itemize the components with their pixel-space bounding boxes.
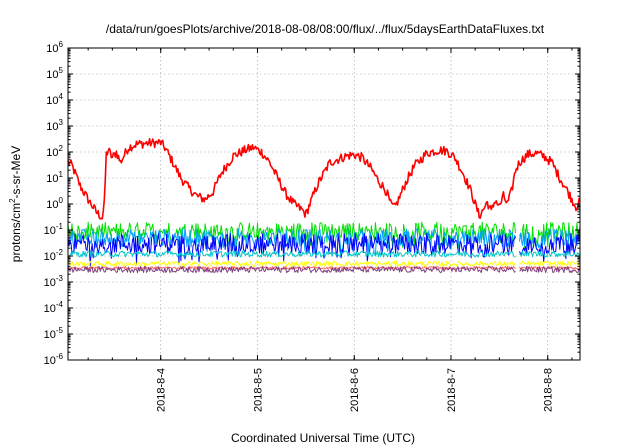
series-line-7	[67, 266, 516, 274]
y-tick-base: 10	[44, 277, 56, 289]
data-series	[67, 138, 581, 274]
y-tick-label: 105	[46, 66, 63, 81]
series-line-4	[67, 250, 516, 258]
chart-title: /data/run/goesPlots/archive/2018-08-08/0…	[106, 22, 545, 36]
y-tick-label: 10-4	[44, 300, 64, 315]
y-tick-base: 10	[44, 329, 56, 341]
series-line-5	[519, 260, 581, 267]
y-axis-label-prefix: protons/cm	[9, 203, 23, 262]
x-axis-ticks: 2018-8-4 2018-8-5 2018-8-6 2018-8-7 2018-8-8	[87, 48, 573, 412]
x-axis-label: Coordinated Universal Time (UTC)	[231, 431, 415, 445]
y-tick-label: 10-1	[44, 222, 64, 237]
y-tick-label: 104	[46, 92, 63, 107]
series-line-4	[519, 250, 581, 258]
y-tick-base: 10	[46, 173, 58, 185]
y-tick-exponent: -6	[56, 352, 64, 361]
y-tick-base: 10	[44, 251, 56, 263]
y-tick-base: 10	[46, 69, 58, 81]
y-tick-label: 101	[46, 170, 63, 185]
y-tick-label: 10-3	[44, 274, 64, 289]
y-axis-label-sup: 2	[8, 198, 17, 203]
y-tick-label: 102	[46, 144, 63, 159]
y-tick-base: 10	[44, 303, 56, 315]
x-tick-label: 2018-8-7	[446, 368, 458, 412]
y-tick-exponent: -3	[56, 274, 64, 283]
series-line-1	[67, 221, 516, 251]
y-tick-label: 10-6	[44, 352, 64, 367]
y-tick-base: 10	[44, 355, 56, 367]
series-line-0	[67, 138, 581, 220]
x-tick-label: 2018-8-5	[252, 368, 264, 412]
y-axis-ticks: 10-610-510-410-310-210-11001011021031041…	[44, 40, 580, 367]
y-tick-base: 10	[46, 199, 58, 211]
y-tick-label: 106	[46, 40, 63, 55]
y-tick-base: 10	[46, 147, 58, 159]
y-tick-base: 10	[46, 121, 58, 133]
y-tick-base: 10	[44, 225, 56, 237]
x-tick-label: 2018-8-6	[349, 368, 361, 412]
grid-lines	[68, 48, 580, 360]
y-tick-exponent: 4	[59, 92, 64, 101]
x-tick-label: 2018-8-8	[543, 368, 555, 412]
x-tick-label: 2018-8-4	[156, 368, 168, 412]
series-line-7	[519, 266, 581, 274]
y-tick-exponent: 6	[59, 40, 64, 49]
series-line-3	[67, 232, 516, 267]
y-tick-label: 103	[46, 118, 63, 133]
y-tick-label: 10-2	[44, 248, 64, 263]
y-axis-label-suffix: -s-sr-MeV	[9, 146, 23, 199]
y-tick-label: 10-5	[44, 326, 64, 341]
y-tick-exponent: 5	[59, 66, 64, 75]
y-tick-exponent: -1	[56, 222, 64, 231]
y-tick-base: 10	[46, 43, 58, 55]
y-axis-label: protons/cm2-s-sr-MeV	[8, 146, 23, 262]
y-tick-exponent: 0	[59, 196, 64, 205]
series-line-6	[67, 266, 516, 270]
y-tick-exponent: -2	[56, 248, 64, 257]
y-tick-exponent: 3	[59, 118, 64, 127]
y-tick-label: 100	[46, 196, 63, 211]
y-tick-base: 10	[46, 95, 58, 107]
y-tick-exponent: -4	[56, 300, 64, 309]
y-tick-exponent: 1	[59, 170, 64, 179]
y-tick-exponent: -5	[56, 326, 64, 335]
y-tick-exponent: 2	[59, 144, 64, 153]
series-line-5	[67, 260, 516, 267]
